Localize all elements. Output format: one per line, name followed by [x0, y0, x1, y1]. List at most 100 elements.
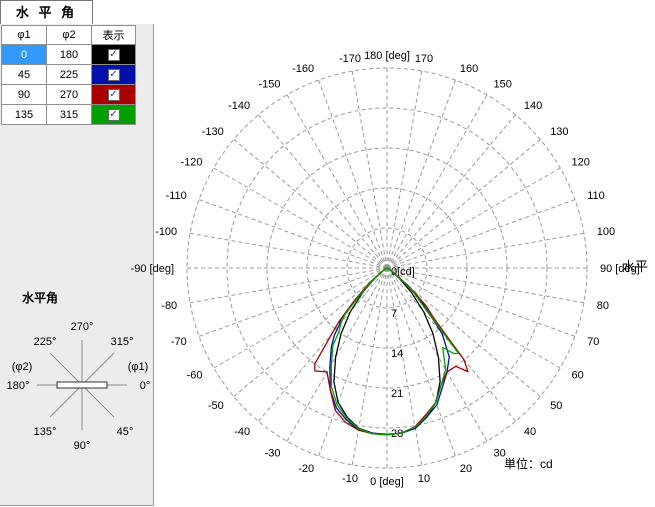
grid-spoke — [386, 139, 541, 269]
grid-spoke — [318, 267, 388, 457]
grid-spoke — [386, 167, 561, 269]
display-cell[interactable]: ✓ — [91, 84, 136, 105]
angle-label: -70 — [171, 336, 187, 348]
diagram-title: 水平角 — [22, 290, 58, 305]
grid-spoke — [213, 267, 388, 369]
lamp-shape — [56, 381, 108, 389]
display-checkbox[interactable]: ✓ — [107, 88, 120, 101]
grid-spoke — [189, 232, 388, 269]
grid-spoke — [286, 94, 388, 269]
angle-label: 140 — [524, 100, 542, 112]
angle-label: -60 — [187, 370, 203, 382]
phi1-cell[interactable]: 135 — [1, 104, 47, 125]
angle-label: -130 — [202, 126, 224, 138]
grid-spoke — [386, 267, 561, 369]
curves — [314, 267, 469, 436]
display-checkbox[interactable]: ✓ — [107, 48, 120, 61]
angle-label: -30 — [265, 448, 281, 460]
angle-label: 20 — [460, 463, 472, 475]
grid-spoke — [213, 167, 388, 269]
grid-circle — [226, 107, 548, 429]
angle-label: 0 [deg] — [370, 476, 404, 488]
label-0: 0° — [140, 380, 151, 392]
horizontal-angle-tab[interactable]: 水 平 角 — [0, 0, 93, 24]
table-row[interactable]: 135 315 ✓ — [1, 104, 136, 125]
label-phi1: (φ1) — [128, 361, 149, 373]
angle-label: -120 — [180, 157, 202, 169]
grid-spoke — [351, 70, 388, 269]
angle-label: 80 — [597, 300, 609, 312]
display-cell[interactable]: ✓ — [91, 104, 136, 125]
grid-spoke — [198, 267, 388, 337]
polar-grid — [186, 67, 588, 469]
label-phi2: (φ2) — [12, 361, 33, 373]
angle-label: -100 — [155, 226, 177, 238]
display-checkbox[interactable]: ✓ — [107, 108, 120, 121]
label-180: 180° — [7, 380, 30, 392]
grid-spoke — [386, 79, 456, 269]
angle-label: -140 — [228, 100, 250, 112]
grid-spoke — [386, 267, 576, 337]
grid-spoke — [386, 232, 585, 269]
radial-tick: 21 — [391, 388, 403, 400]
radial-tick: 0[cd] — [391, 266, 415, 278]
label-315: 315° — [111, 336, 134, 348]
grid-spoke — [386, 114, 516, 269]
grid-spoke — [258, 114, 388, 269]
angle-label: 160 — [460, 63, 478, 75]
label-90: 90° — [74, 440, 91, 452]
angle-label: 150 — [494, 79, 512, 91]
grid-spoke — [386, 267, 541, 397]
angle-label: 180 [deg] — [364, 50, 410, 62]
header-display: 表示 — [91, 25, 136, 45]
angle-label: 100 — [597, 226, 615, 238]
grid-spoke — [386, 267, 456, 457]
grid-circle — [346, 227, 428, 309]
grid-spoke — [189, 267, 388, 304]
grid-spoke — [386, 267, 585, 304]
angle-label: 60 — [572, 370, 584, 382]
angle-label: -160 — [292, 63, 314, 75]
angle-label: 90 [deg] — [600, 263, 640, 275]
radial-tick: 14 — [391, 348, 403, 360]
angle-label: -40 — [234, 426, 250, 438]
angle-label: 10 — [418, 473, 430, 485]
phi2-cell[interactable]: 315 — [46, 104, 92, 125]
angle-label: 110 — [587, 190, 605, 202]
curve-line — [330, 267, 460, 436]
table-row[interactable]: 90 270 ✓ — [1, 84, 136, 105]
angle-label: -50 — [208, 400, 224, 412]
label-135: 135° — [34, 426, 57, 438]
angle-label: -110 — [166, 190, 187, 202]
grid-spoke — [386, 94, 488, 269]
grid-spoke — [198, 199, 388, 269]
display-cell[interactable]: ✓ — [91, 64, 136, 85]
label-225: 225° — [34, 336, 57, 348]
grid-spoke — [351, 267, 388, 466]
angle-label: -80 — [161, 300, 177, 312]
grid-spoke — [318, 79, 388, 269]
angle-label: -150 — [258, 79, 280, 91]
unit-label: 単位：cd — [504, 456, 553, 471]
angle-label: 50 — [550, 400, 562, 412]
angle-label: -10 — [342, 473, 358, 485]
angle-label: -90 [deg] — [131, 263, 174, 275]
angle-label: 40 — [524, 426, 536, 438]
angle-labels: 180 [deg] 170 160 150 140 130 120 110 100 90 [deg… — [131, 50, 640, 488]
angle-label: 130 — [550, 126, 568, 138]
angle-label: 70 — [587, 336, 599, 348]
angle-label: 30 — [494, 448, 506, 460]
grid-spoke — [233, 139, 388, 269]
display-checkbox[interactable]: ✓ — [107, 68, 120, 81]
display-cell[interactable]: ✓ — [91, 44, 136, 65]
angle-label: -20 — [298, 463, 314, 475]
grid-spoke — [386, 199, 576, 269]
grid-spoke — [258, 267, 388, 422]
angle-label: -170 — [339, 53, 361, 65]
plane-label: 水平 — [622, 259, 648, 274]
angle-table: φ1 φ2 表示 0 180 ✓ 45 225 ✓ 90 270 ✓ 135 3… — [1, 25, 136, 125]
label-45: 45° — [117, 426, 134, 438]
grid-spoke — [386, 70, 423, 269]
angle-diagram: 水平角 270° 225° 315° (φ2) (φ1) 180° 0° 135… — [7, 290, 151, 452]
